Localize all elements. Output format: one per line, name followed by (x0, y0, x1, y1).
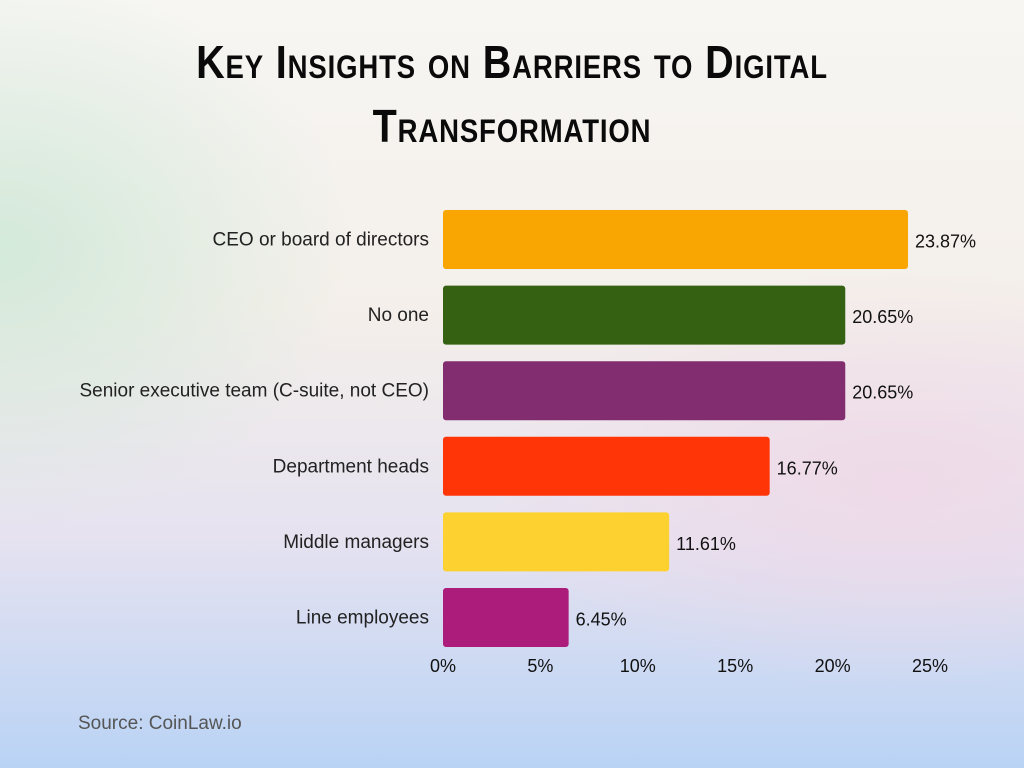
value-label: 20.65% (852, 307, 913, 327)
value-label: 20.65% (852, 383, 913, 403)
bar (443, 285, 846, 345)
category-label: Middle managers (283, 532, 429, 553)
value-label: 6.45% (576, 610, 627, 630)
category-label: CEO or board of directors (213, 230, 429, 251)
bar (443, 436, 770, 496)
value-label: 23.87% (915, 232, 976, 252)
bar (443, 361, 846, 421)
x-tick-label: 15% (717, 656, 753, 676)
chart-title: Key Insights on Barriers to Digital Tran… (196, 36, 828, 152)
x-tick-label: 10% (620, 656, 656, 676)
source-note: Source: CoinLaw.io (78, 713, 242, 734)
bar (443, 210, 908, 269)
category-label: No one (368, 305, 429, 326)
category-label: Senior executive team (C-suite, not CEO) (79, 381, 429, 402)
bar (443, 588, 569, 647)
x-tick-label: 5% (527, 656, 553, 676)
value-label: 16.77% (777, 458, 838, 478)
category-label: Department heads (273, 456, 429, 477)
x-tick-label: 20% (815, 656, 851, 676)
category-label: Line employees (296, 608, 429, 629)
bar (443, 512, 670, 572)
x-tick-label: 0% (430, 656, 456, 676)
value-label: 11.61% (676, 534, 736, 554)
x-tick-label: 25% (912, 656, 948, 676)
